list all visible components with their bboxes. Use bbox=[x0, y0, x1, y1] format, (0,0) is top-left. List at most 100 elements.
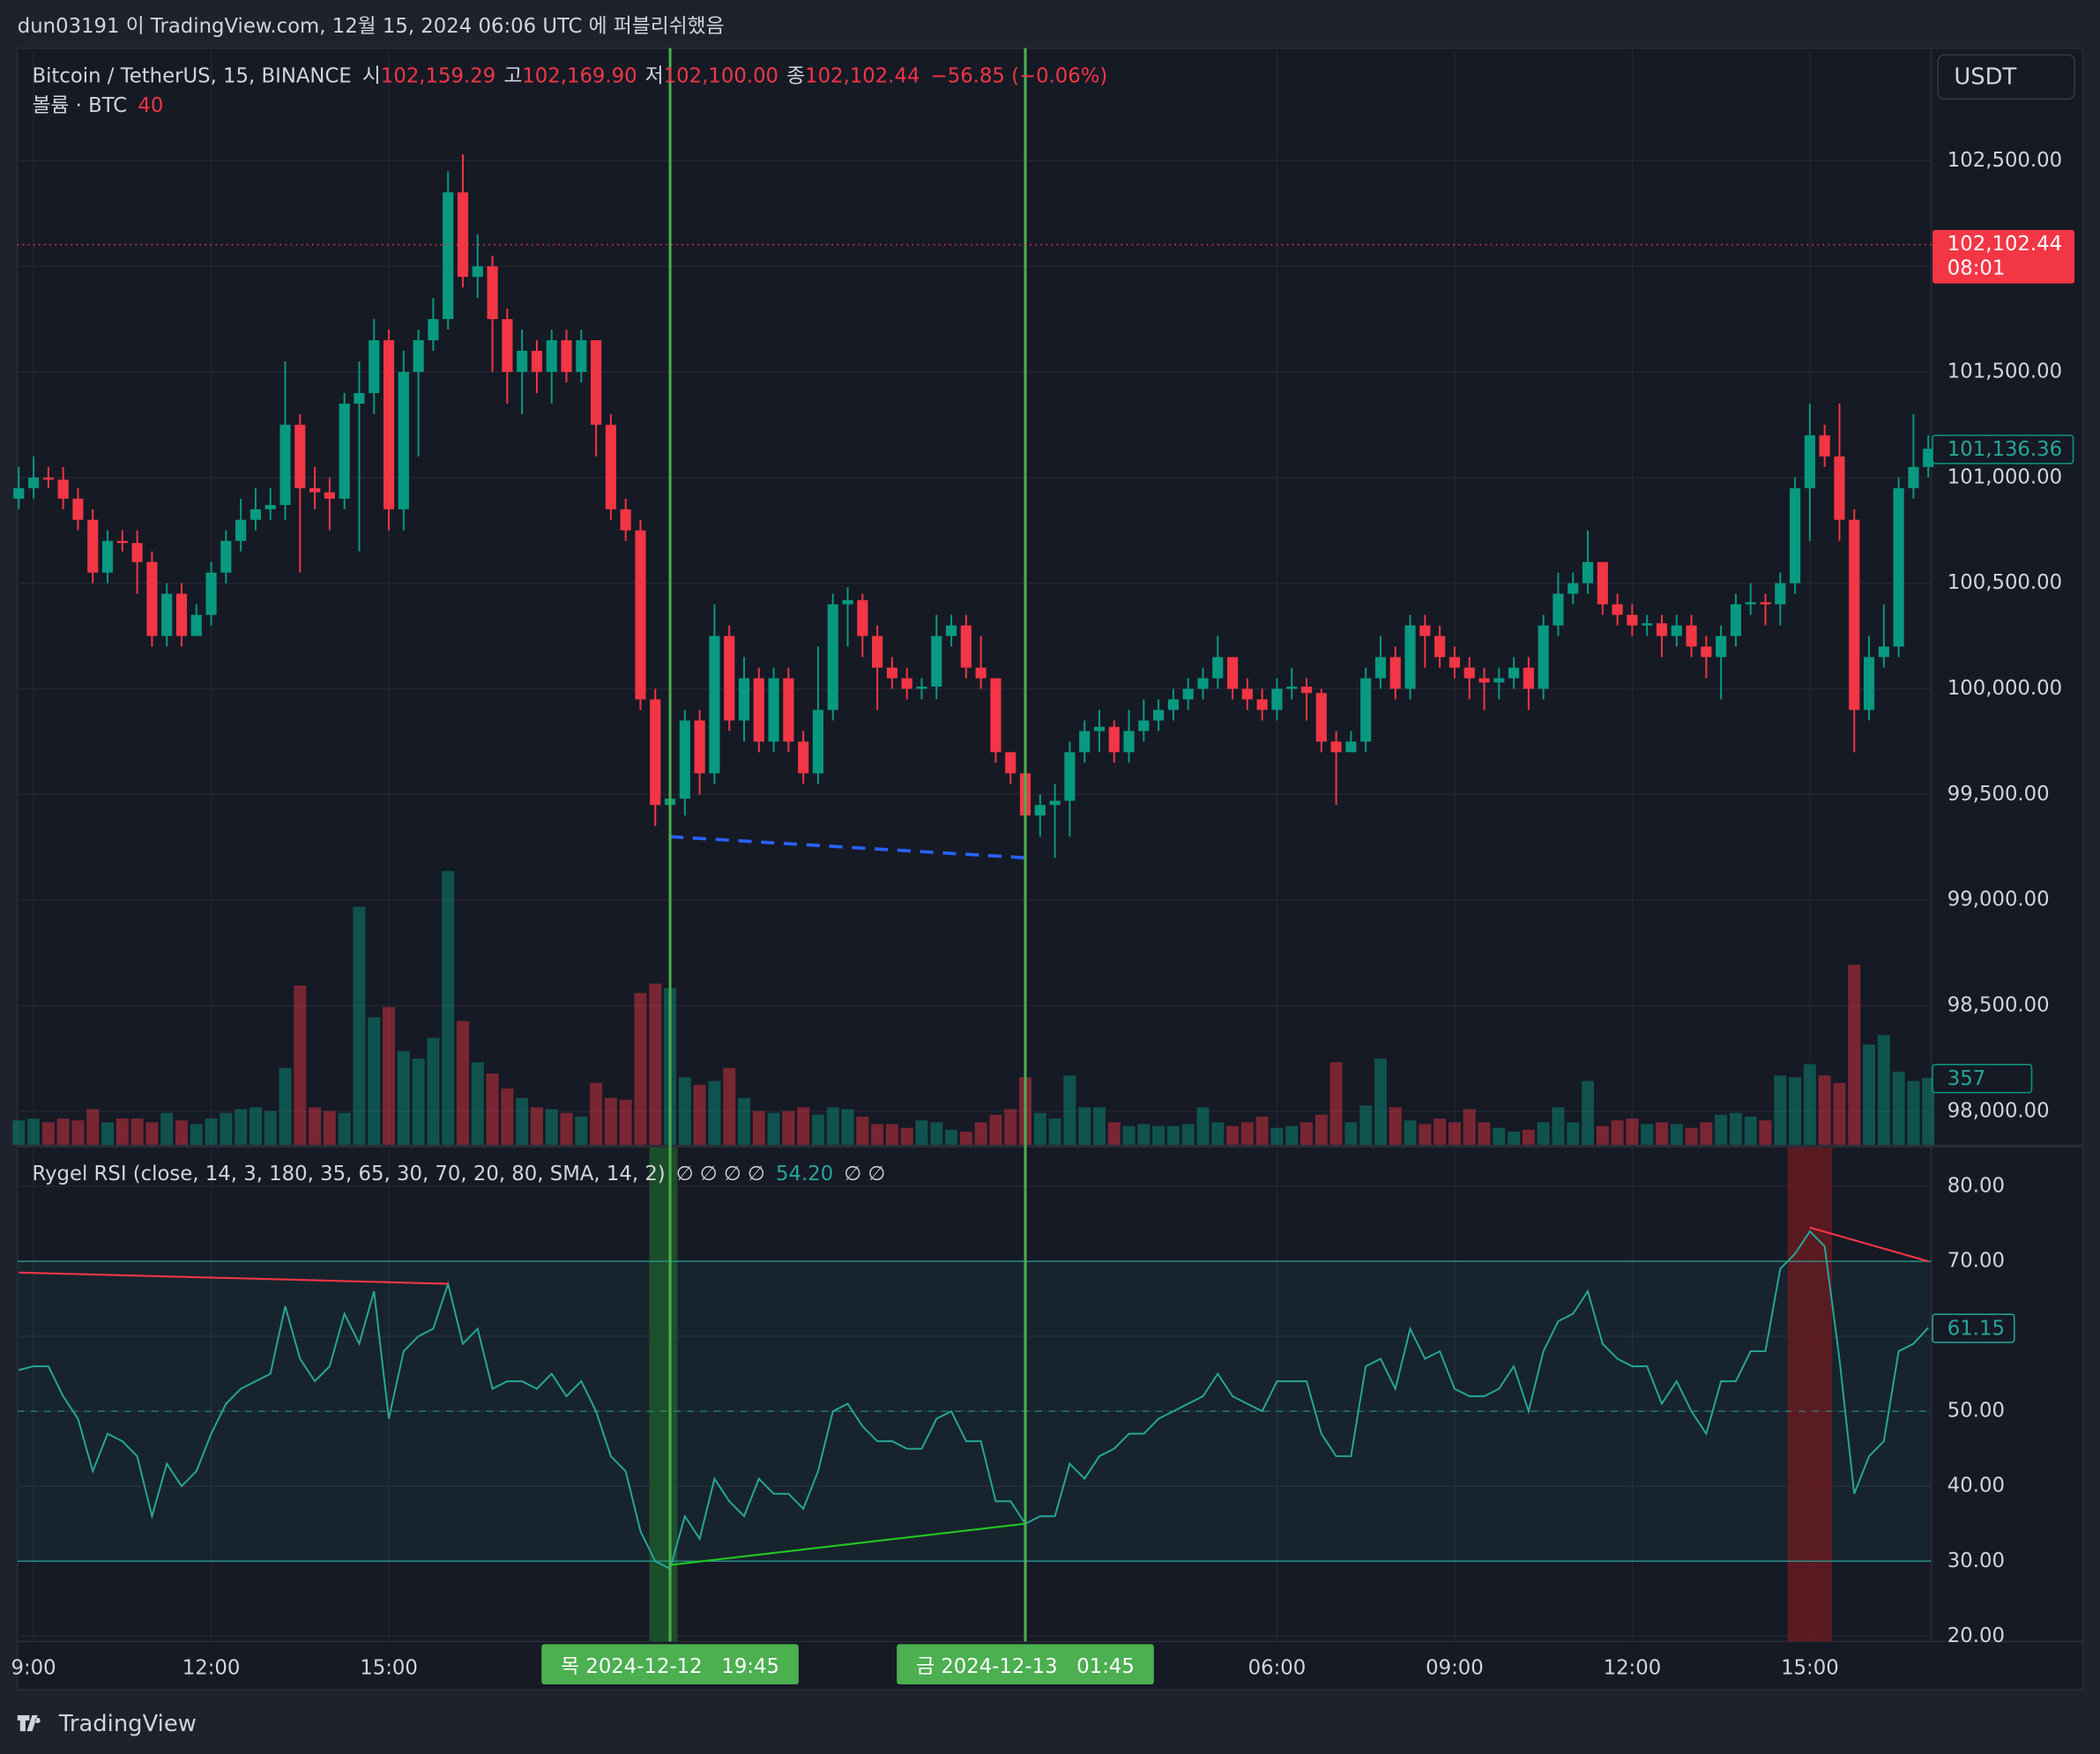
y-tick-label: 99,500.00 bbox=[1947, 783, 2050, 806]
volume-bar bbox=[1907, 1081, 1920, 1145]
candle-body bbox=[1790, 487, 1801, 583]
candle-body bbox=[576, 340, 587, 372]
rsi-divergence bbox=[669, 1522, 1026, 1566]
currency-button[interactable]: USDT bbox=[1937, 54, 2075, 100]
volume-bar bbox=[945, 1129, 958, 1145]
volume-bar bbox=[1181, 1124, 1195, 1145]
volume-bar bbox=[1240, 1122, 1254, 1145]
volume-value: 40 bbox=[138, 94, 163, 117]
candle-body bbox=[1463, 667, 1475, 679]
candle-body bbox=[1893, 487, 1904, 647]
candle-body bbox=[487, 266, 498, 320]
currency-button-box[interactable] bbox=[1937, 54, 2075, 100]
candle-body bbox=[591, 340, 602, 425]
volume-bar bbox=[27, 1119, 41, 1145]
volume-bar bbox=[1582, 1081, 1595, 1145]
candle-body bbox=[235, 519, 247, 541]
candle-body bbox=[1627, 614, 1638, 626]
volume-bar bbox=[1877, 1035, 1890, 1145]
candle-body bbox=[901, 678, 912, 689]
volume-bar bbox=[900, 1127, 913, 1145]
candle-body bbox=[1241, 688, 1253, 700]
volume-bar bbox=[130, 1119, 144, 1145]
candle-body bbox=[1123, 731, 1135, 753]
volume-bar bbox=[752, 1111, 765, 1145]
volume-bar bbox=[1641, 1124, 1654, 1145]
volume-bar bbox=[1033, 1112, 1046, 1145]
marker-label: 목 2024-12-12 19:45 bbox=[561, 1655, 779, 1678]
symbol: Bitcoin / TetherUS, 15, BINANCE bbox=[32, 64, 351, 87]
volume-bar bbox=[1463, 1109, 1476, 1145]
volume-bar bbox=[1300, 1122, 1314, 1145]
candle-body bbox=[116, 540, 128, 544]
last-price-tag bbox=[1932, 229, 2075, 284]
candle-body bbox=[738, 678, 750, 721]
volume-bar bbox=[501, 1089, 514, 1145]
volume-bar bbox=[841, 1109, 854, 1145]
candle-body bbox=[842, 599, 853, 605]
volume-bar bbox=[1255, 1116, 1269, 1145]
candle-body bbox=[1819, 435, 1830, 457]
volume-bar bbox=[205, 1119, 218, 1145]
indicator-value: 54.20 bbox=[776, 1163, 833, 1185]
candle-body bbox=[1256, 699, 1268, 710]
ohlc-value: 102,102.44 bbox=[805, 64, 920, 87]
volume-bar bbox=[1596, 1126, 1609, 1145]
volume-bar bbox=[1922, 1077, 1935, 1145]
volume-bar bbox=[249, 1107, 262, 1145]
candle-body bbox=[1286, 687, 1298, 689]
volume-bar bbox=[1744, 1116, 1757, 1145]
candle-body bbox=[264, 504, 276, 509]
candle-body bbox=[398, 371, 409, 509]
candle-body bbox=[1716, 635, 1727, 658]
volume-bar bbox=[1285, 1126, 1299, 1145]
candle-body bbox=[546, 340, 557, 372]
candle-body bbox=[1005, 752, 1016, 774]
volume-bar bbox=[1211, 1122, 1225, 1145]
candle-body bbox=[324, 492, 335, 499]
candle-body bbox=[635, 530, 646, 700]
volume-bar bbox=[1196, 1107, 1210, 1145]
volume-bar bbox=[353, 906, 366, 1145]
y-tick-label: 101,500.00 bbox=[1947, 360, 2062, 383]
candle-body bbox=[1271, 688, 1283, 710]
candle-body bbox=[1493, 678, 1505, 683]
volume-bar bbox=[1419, 1124, 1432, 1145]
candle-body bbox=[975, 667, 987, 679]
publish-note: dun03191 이 TradingView.com, 12월 15, 2024… bbox=[18, 15, 725, 38]
currency-label[interactable]: USDT bbox=[1954, 64, 2016, 91]
candle-body bbox=[709, 635, 720, 774]
volume-bar bbox=[235, 1109, 248, 1145]
volume-bar bbox=[516, 1097, 529, 1145]
candle-body bbox=[87, 519, 99, 573]
indicator-label: Rygel RSI (close, 14, 3, 180, 35, 65, 30… bbox=[32, 1163, 665, 1185]
volume-bar bbox=[797, 1107, 810, 1145]
volume-bar bbox=[915, 1120, 928, 1145]
volume-bar bbox=[323, 1111, 336, 1145]
volume-bar bbox=[1107, 1122, 1121, 1145]
volume-bar bbox=[471, 1062, 484, 1145]
candle-body bbox=[531, 350, 543, 372]
volume-bar bbox=[279, 1067, 292, 1145]
volume-bar bbox=[1389, 1107, 1402, 1145]
candle-body bbox=[1138, 720, 1150, 732]
marker-label-box bbox=[541, 1644, 799, 1685]
candle-body bbox=[13, 487, 25, 499]
candle-body bbox=[1553, 593, 1564, 626]
candle-body bbox=[872, 635, 883, 668]
indicator-flags: ∅ ∅ bbox=[844, 1163, 885, 1185]
rsi-tick-label: 70.00 bbox=[1947, 1249, 2005, 1272]
volume-bar bbox=[1329, 1062, 1343, 1145]
volume-bar bbox=[86, 1109, 100, 1145]
volume-bar bbox=[560, 1112, 573, 1145]
y-tick-label: 99,000.00 bbox=[1947, 888, 2050, 911]
volume-bar bbox=[634, 992, 647, 1145]
candle-body bbox=[1419, 625, 1431, 636]
candle-body bbox=[1478, 678, 1490, 683]
volume-legend: 볼륨 · BTC 40 bbox=[32, 94, 163, 117]
volume-bar bbox=[101, 1122, 115, 1145]
volume-bar bbox=[1537, 1122, 1550, 1145]
candle-body bbox=[620, 509, 631, 531]
